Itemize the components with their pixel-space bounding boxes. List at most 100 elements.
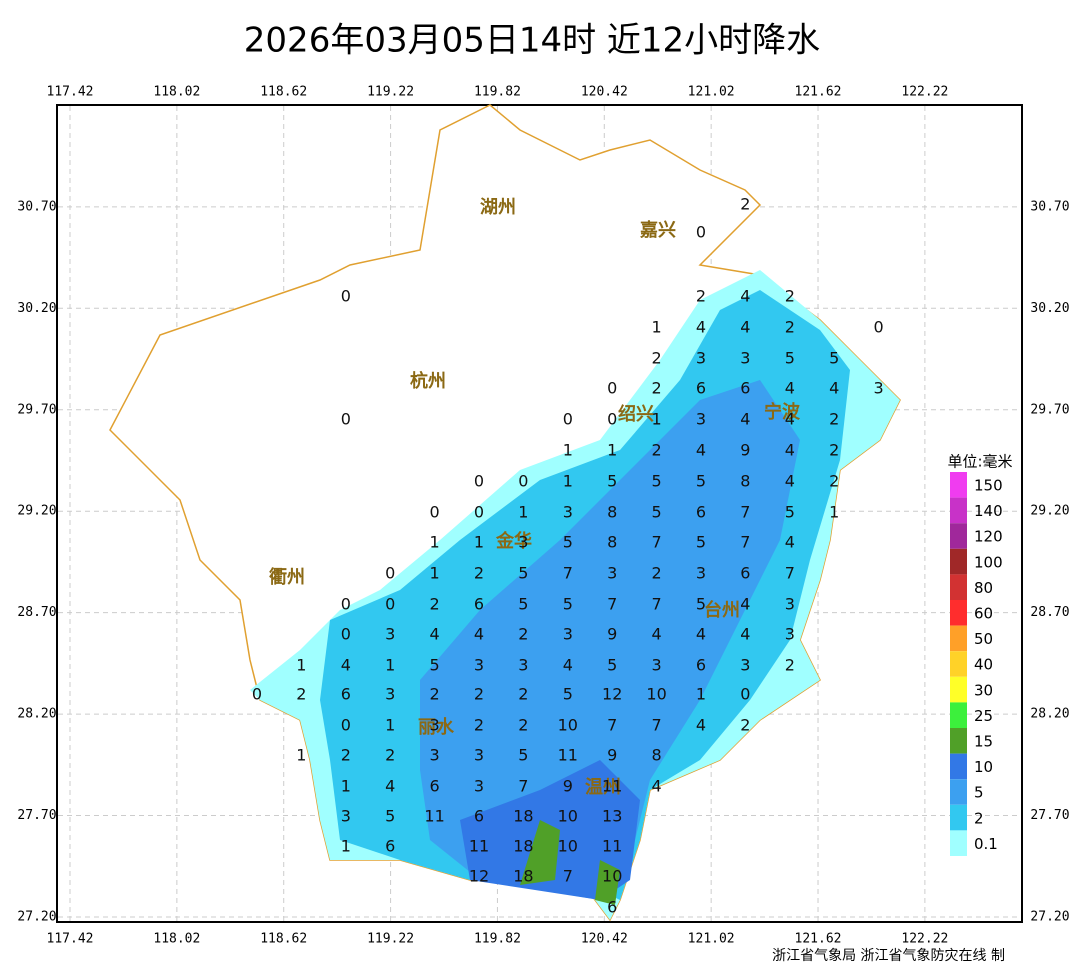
lat-tick-label: 29.70: [1030, 402, 1069, 417]
station-value: 5: [430, 656, 440, 675]
station-value: 7: [652, 716, 662, 735]
legend-label: 0.1: [974, 835, 998, 853]
station-value: 2: [518, 625, 528, 644]
station-value: 2: [296, 685, 306, 704]
station-value: 6: [740, 564, 750, 583]
station-value: 0: [341, 595, 351, 614]
station-value: 4: [785, 472, 795, 491]
station-value: 0: [474, 503, 484, 522]
station-value: 7: [740, 533, 750, 552]
station-value: 3: [874, 379, 884, 398]
station-value: 13: [602, 807, 622, 826]
station-value: 9: [607, 746, 617, 765]
station-values: 200 2 4 21 4 4 2 02 3 3 5 50 2 6 6 4 4 30 0 0 1 3 4 4 21 1 2 4 9 4 20 0…: [252, 195, 884, 917]
station-value: 4: [740, 318, 750, 337]
station-value: 4: [785, 379, 795, 398]
legend-label: 40: [974, 656, 993, 674]
station-value: 3: [785, 595, 795, 614]
station-value: 2: [341, 746, 351, 765]
station-value: 18: [513, 807, 533, 826]
station-value: 3: [518, 656, 528, 675]
station-value: 0: [696, 223, 706, 242]
station-value: 5: [696, 472, 706, 491]
station-value: 8: [652, 746, 662, 765]
lat-tick-label: 30.70: [1030, 199, 1069, 214]
station-value: 8: [740, 472, 750, 491]
lon-tick-label: 118.02: [153, 85, 200, 100]
lat-tick-label: 27.20: [17, 910, 56, 925]
legend-label: 30: [974, 681, 993, 699]
lon-tick-label: 122.22: [901, 85, 948, 100]
station-value: 1: [296, 746, 306, 765]
legend-swatch: [950, 753, 967, 780]
station-value: 1: [474, 533, 484, 552]
station-value: 5: [785, 349, 795, 368]
station-value: 4: [829, 379, 839, 398]
station-value: 9: [607, 625, 617, 644]
legend-label: 150: [974, 477, 1003, 495]
station-value: 2: [474, 564, 484, 583]
station-value: 5: [563, 533, 573, 552]
city-label: 金华: [495, 530, 532, 552]
station-value: 3: [385, 685, 395, 704]
station-value: 0: [341, 410, 351, 429]
legend-label: 10: [974, 758, 993, 776]
station-value: 2: [474, 685, 484, 704]
station-value: 11: [558, 746, 578, 765]
lon-tick-label: 120.42: [581, 85, 628, 100]
city-label: 衢州: [269, 566, 305, 588]
station-value: 5: [829, 349, 839, 368]
station-value: 4: [785, 441, 795, 460]
station-value: 5: [652, 503, 662, 522]
station-value: 3: [563, 503, 573, 522]
station-value: 1: [430, 564, 440, 583]
legend: 单位:毫米 150 140 120 100 80 60 50 40 30 25 15 10 5 2 0.1: [947, 453, 1013, 856]
station-value: 5: [385, 807, 395, 826]
station-value: 2: [385, 746, 395, 765]
station-value: 2: [652, 441, 662, 460]
station-value: 0: [518, 472, 528, 491]
legend-swatch: [950, 804, 967, 831]
legend-swatch: [950, 676, 967, 703]
legend-label: 140: [974, 502, 1003, 520]
legend-swatch: [950, 702, 967, 728]
station-value: 4: [652, 777, 662, 796]
station-value: 7: [518, 777, 528, 796]
legend-label: 60: [974, 605, 993, 623]
legend-label: 120: [974, 528, 1003, 546]
station-value: 2: [785, 656, 795, 675]
station-value: 3: [785, 625, 795, 644]
legend-swatch: [950, 651, 967, 677]
station-value: 4: [696, 318, 706, 337]
city-label: 绍兴: [618, 403, 654, 425]
title: 2026年03月05日14时 近12小时降水: [244, 21, 820, 61]
station-value: 7: [652, 595, 662, 614]
lat-tick-label: 27.70: [17, 808, 56, 823]
station-value: 5: [652, 472, 662, 491]
lat-tick-label: 30.20: [17, 301, 56, 316]
station-value: 2: [430, 595, 440, 614]
station-value: 0: [341, 625, 351, 644]
station-value: 9: [563, 777, 573, 796]
station-value: 1: [563, 472, 573, 491]
station-value: 4: [341, 656, 351, 675]
station-value: 8: [607, 503, 617, 522]
rain-5: [420, 380, 800, 900]
station-value: 4: [696, 716, 706, 735]
lon-tick-label: 117.42: [47, 85, 94, 100]
station-value: 6: [607, 898, 617, 917]
station-value: 5: [518, 564, 528, 583]
station-value: 3: [341, 807, 351, 826]
station-value: 4: [696, 441, 706, 460]
city-label: 台州: [704, 599, 740, 621]
station-value: 1: [430, 533, 440, 552]
legend-swatch: [950, 625, 967, 652]
legend-swatch: [950, 548, 967, 575]
legend-swatch: [950, 523, 967, 549]
legend-swatch: [950, 497, 967, 524]
lon-tick-label: 119.82: [474, 85, 521, 100]
station-value: 12: [469, 867, 489, 886]
legend-label: 100: [974, 553, 1003, 571]
